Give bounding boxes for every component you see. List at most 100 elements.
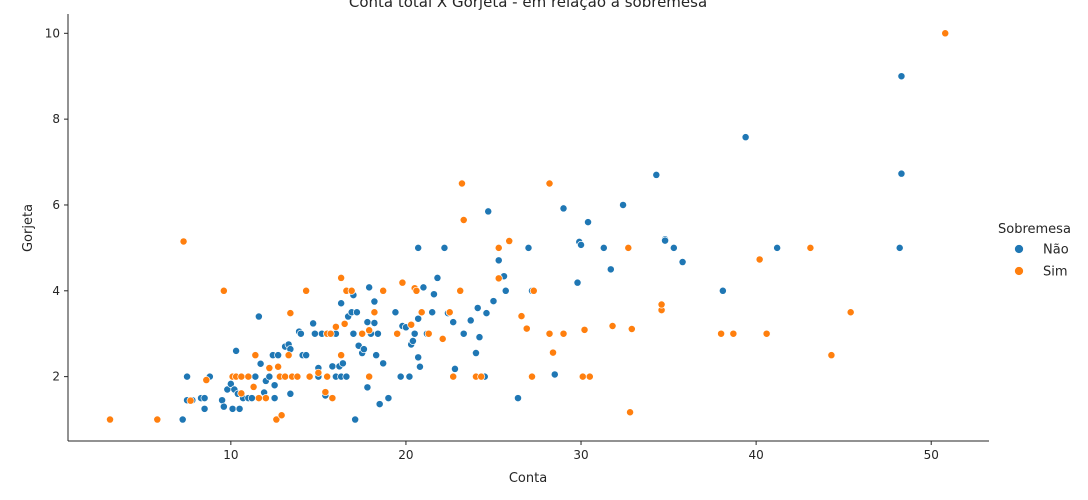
plot-area	[106, 29, 950, 424]
data-point	[281, 372, 290, 381]
data-point	[494, 256, 503, 265]
x-tick-label: 40	[748, 448, 763, 462]
data-point	[342, 372, 351, 381]
series-nao	[178, 72, 906, 424]
data-point	[484, 207, 493, 216]
data-point	[522, 324, 531, 333]
data-point	[517, 312, 526, 321]
data-point	[466, 316, 475, 325]
data-point	[584, 218, 592, 227]
data-point	[200, 404, 209, 413]
data-point	[326, 329, 335, 338]
x-axis-label: Conta	[509, 471, 547, 486]
data-point	[349, 329, 358, 338]
data-point	[408, 337, 417, 345]
y-axis-label: Gorjeta	[21, 204, 36, 252]
data-point	[106, 415, 114, 424]
data-point	[351, 415, 360, 424]
data-point	[407, 320, 416, 329]
data-point	[440, 243, 449, 252]
data-point	[186, 396, 195, 405]
data-point	[428, 308, 437, 317]
data-point	[415, 362, 424, 371]
data-point	[375, 400, 384, 409]
data-point	[254, 312, 263, 321]
data-point	[419, 283, 428, 292]
data-point	[941, 29, 950, 38]
series-sim	[106, 29, 950, 424]
data-point	[365, 283, 374, 292]
data-point	[414, 353, 423, 362]
data-point	[741, 133, 750, 142]
data-point	[627, 325, 636, 333]
data-point	[232, 346, 241, 355]
data-point	[827, 351, 836, 360]
data-point	[370, 297, 379, 306]
data-point	[202, 376, 211, 385]
data-point	[514, 394, 522, 403]
data-point	[717, 329, 726, 338]
data-point	[372, 351, 381, 360]
data-point	[652, 170, 661, 179]
data-point	[429, 290, 438, 299]
data-point	[226, 379, 235, 388]
data-point	[398, 278, 407, 287]
data-point	[251, 372, 260, 381]
data-point	[494, 274, 503, 283]
data-point	[626, 408, 635, 417]
data-point	[459, 216, 468, 224]
data-point	[608, 322, 617, 330]
data-point	[773, 243, 782, 252]
legend: Sobremesa Não Sim	[998, 222, 1071, 280]
data-point	[505, 237, 514, 245]
data-point	[393, 329, 402, 338]
data-point	[528, 372, 536, 381]
data-point	[274, 351, 283, 360]
y-tick-label: 6	[52, 198, 60, 212]
chart-title: Conta total X Gorjeta - em relação a sob…	[349, 0, 707, 11]
data-point	[261, 394, 270, 403]
data-point	[347, 286, 356, 295]
data-point	[286, 309, 295, 318]
data-point	[379, 286, 388, 295]
data-point	[494, 243, 503, 252]
y-ticks: 2 4 6 8 10	[45, 26, 68, 384]
data-point	[606, 265, 615, 274]
data-point	[559, 204, 568, 213]
data-point	[524, 243, 533, 252]
data-point	[228, 404, 237, 413]
data-point	[373, 329, 382, 338]
data-point	[337, 273, 346, 282]
data-point	[489, 297, 498, 306]
data-point	[762, 329, 771, 338]
data-point	[895, 243, 904, 252]
data-point	[475, 333, 484, 342]
data-point	[337, 351, 346, 360]
data-point	[270, 381, 279, 390]
data-point	[363, 318, 372, 327]
data-point	[391, 308, 400, 317]
data-point	[302, 351, 311, 360]
data-point	[200, 394, 209, 403]
legend-label: Não	[1043, 243, 1069, 258]
y-tick-label: 10	[45, 26, 60, 40]
data-point	[314, 368, 323, 377]
data-point	[153, 415, 162, 424]
data-point	[396, 372, 405, 381]
data-point	[254, 394, 263, 403]
data-point	[550, 370, 559, 379]
data-point	[678, 258, 687, 266]
data-point	[458, 179, 466, 188]
data-point	[661, 236, 670, 245]
data-point	[669, 243, 678, 252]
data-point	[358, 329, 367, 338]
data-point	[237, 372, 246, 381]
x-ticks: 10 20 30 40 50	[223, 441, 939, 462]
y-tick-label: 8	[52, 112, 60, 126]
x-tick-label: 50	[924, 448, 939, 462]
data-point	[449, 318, 458, 327]
data-point	[472, 349, 480, 357]
data-point	[578, 372, 587, 381]
data-point	[806, 243, 815, 252]
data-point	[410, 329, 419, 338]
